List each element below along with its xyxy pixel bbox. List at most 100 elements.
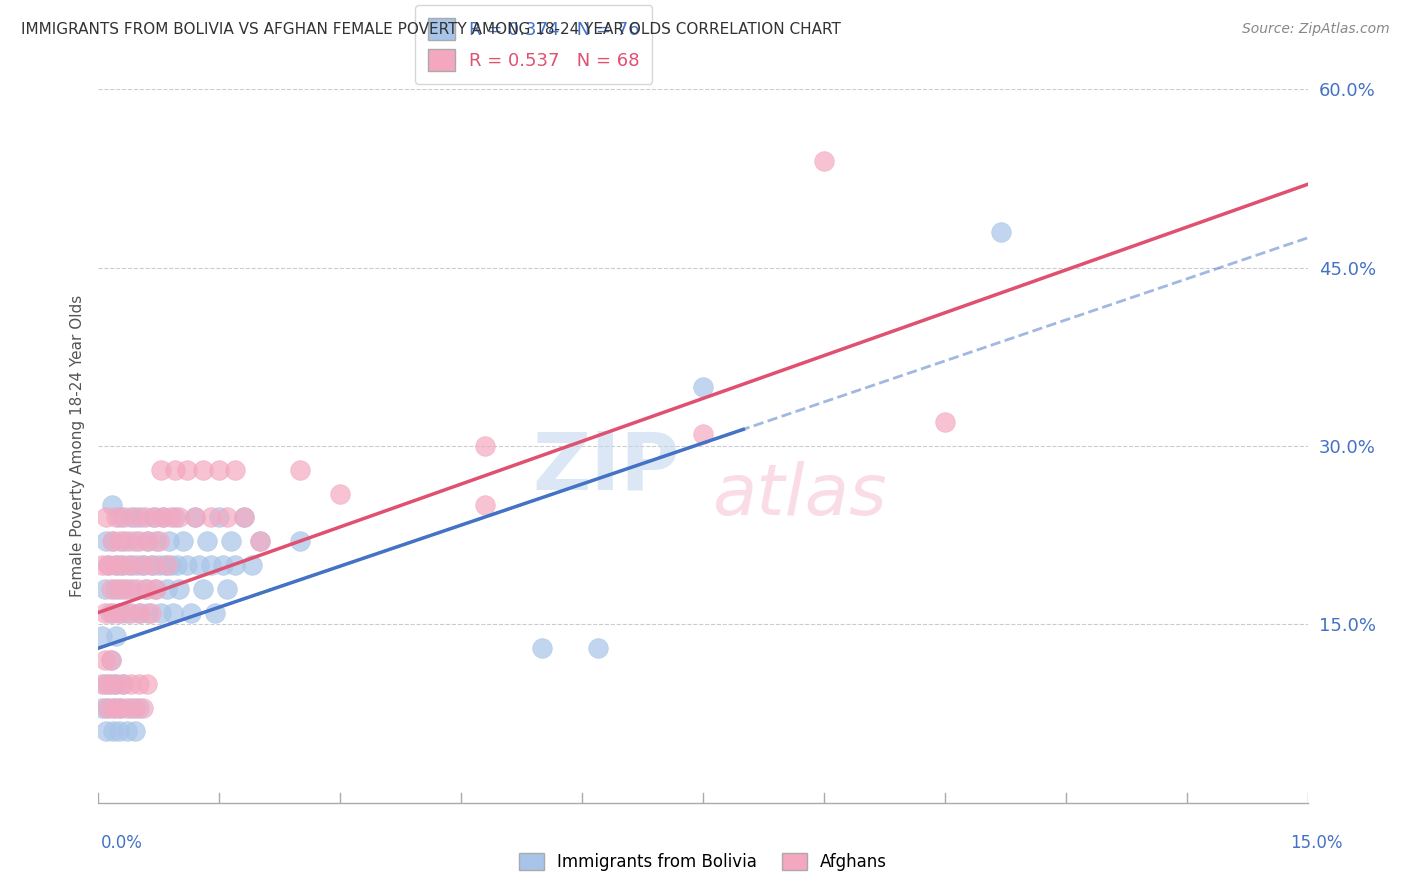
Point [120,700,142,714]
Point [108,510,131,524]
Point [134,510,156,524]
Point [145,582,167,596]
Point [184,510,207,524]
Point [98,606,121,620]
Point [530,641,553,656]
Point [139,558,162,572]
Point [101,606,124,620]
Point [118,534,141,549]
Point [157,534,180,549]
Point [128,700,150,714]
Point [232,510,254,524]
Point [329,486,352,500]
Point [692,379,714,393]
Point [110,606,132,620]
Point [217,510,239,524]
Point [127,558,149,572]
Y-axis label: Female Poverty Among 18-24 Year Olds: Female Poverty Among 18-24 Year Olds [69,295,84,597]
Point [103,558,125,572]
Point [138,606,160,620]
Point [94,606,117,620]
Point [224,558,246,572]
Point [103,582,125,596]
Point [97,558,120,572]
Point [124,534,146,549]
Point [112,534,135,549]
Point [120,606,142,620]
Point [121,582,143,596]
Point [94,582,117,596]
Text: Source: ZipAtlas.com: Source: ZipAtlas.com [1241,22,1389,37]
Point [103,700,125,714]
Point [200,510,222,524]
Point [96,534,118,549]
Point [184,510,207,524]
Point [152,510,174,524]
Point [118,558,141,572]
Point [94,677,117,691]
Point [156,582,179,596]
Point [129,606,152,620]
Point [142,510,165,524]
Point [240,558,263,572]
Point [150,463,173,477]
Point [166,558,188,572]
Point [103,677,125,691]
Point [195,534,218,549]
Point [97,700,120,714]
Point [105,558,128,572]
Point [142,558,165,572]
Point [108,534,131,549]
Point [112,510,135,524]
Point [96,510,118,524]
Point [224,463,246,477]
Point [132,700,155,714]
Point [148,534,170,549]
Point [148,558,170,572]
Point [100,582,122,596]
Point [145,534,167,549]
Point [813,153,835,168]
Point [163,463,186,477]
Point [110,558,132,572]
Point [128,534,150,549]
Point [221,534,243,549]
Point [990,225,1012,239]
Point [153,558,176,572]
Point [97,677,120,691]
Point [176,463,198,477]
Point [100,677,122,691]
Point [91,629,114,643]
Point [167,582,190,596]
Point [107,700,129,714]
Point [474,439,496,453]
Text: IMMIGRANTS FROM BOLIVIA VS AFGHAN FEMALE POVERTY AMONG 18-24 YEAR OLDS CORRELATI: IMMIGRANTS FROM BOLIVIA VS AFGHAN FEMALE… [21,22,841,37]
Point [249,534,271,549]
Point [217,582,239,596]
Point [91,700,114,714]
Point [193,463,215,477]
Text: atlas: atlas [713,461,887,531]
Point [193,582,215,596]
Point [132,558,155,572]
Point [152,510,174,524]
Point [91,558,114,572]
Point [115,724,138,739]
Point [111,677,134,691]
Point [128,677,150,691]
Point [249,534,271,549]
Point [101,534,124,549]
Point [934,415,956,429]
Point [115,606,138,620]
Point [107,606,129,620]
Point [156,558,179,572]
Point [120,510,142,524]
Point [212,558,235,572]
Point [586,641,609,656]
Point [176,558,198,572]
Point [288,463,311,477]
Point [111,582,134,596]
Point [163,510,186,524]
Point [208,463,231,477]
Point [232,510,254,524]
